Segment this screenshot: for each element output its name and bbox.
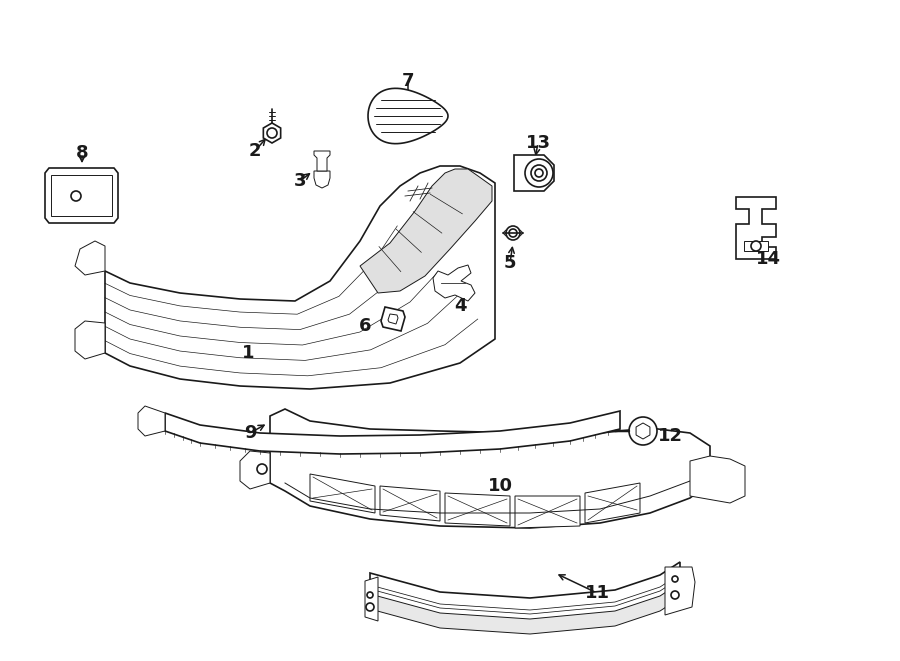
Polygon shape xyxy=(370,583,680,634)
Text: 3: 3 xyxy=(293,172,306,190)
Circle shape xyxy=(531,165,547,181)
Polygon shape xyxy=(433,265,475,301)
Text: 5: 5 xyxy=(504,254,517,272)
Polygon shape xyxy=(138,406,165,436)
Polygon shape xyxy=(365,577,378,621)
Polygon shape xyxy=(360,169,492,293)
Polygon shape xyxy=(51,175,112,216)
Text: 11: 11 xyxy=(584,584,609,602)
Text: 6: 6 xyxy=(359,317,371,335)
Polygon shape xyxy=(445,493,510,526)
Polygon shape xyxy=(270,409,710,528)
Text: 9: 9 xyxy=(244,424,256,442)
Circle shape xyxy=(71,191,81,201)
Polygon shape xyxy=(585,483,640,523)
Polygon shape xyxy=(264,123,281,143)
Polygon shape xyxy=(636,423,650,439)
Text: 4: 4 xyxy=(454,297,466,315)
Polygon shape xyxy=(105,166,495,389)
Text: 1: 1 xyxy=(242,344,254,362)
Circle shape xyxy=(672,576,678,582)
Text: 8: 8 xyxy=(76,144,88,162)
Circle shape xyxy=(367,592,373,598)
Polygon shape xyxy=(165,411,620,454)
Polygon shape xyxy=(514,155,554,191)
Polygon shape xyxy=(45,168,118,223)
Polygon shape xyxy=(75,321,105,359)
Text: 2: 2 xyxy=(248,142,261,160)
Polygon shape xyxy=(736,197,776,259)
Text: 10: 10 xyxy=(488,477,512,495)
Circle shape xyxy=(671,591,679,599)
Polygon shape xyxy=(744,241,768,251)
Circle shape xyxy=(535,169,543,177)
Polygon shape xyxy=(380,486,440,521)
Polygon shape xyxy=(515,496,580,528)
Circle shape xyxy=(366,603,374,611)
Polygon shape xyxy=(310,474,375,513)
Circle shape xyxy=(257,464,267,474)
Circle shape xyxy=(506,226,520,240)
Polygon shape xyxy=(368,89,448,143)
Circle shape xyxy=(267,128,277,138)
Circle shape xyxy=(525,159,553,187)
Circle shape xyxy=(751,241,761,251)
Polygon shape xyxy=(690,456,745,503)
Polygon shape xyxy=(381,307,405,331)
Circle shape xyxy=(509,229,517,237)
Polygon shape xyxy=(370,562,680,629)
Polygon shape xyxy=(314,171,330,188)
Circle shape xyxy=(629,417,657,445)
Text: 7: 7 xyxy=(401,72,414,90)
Polygon shape xyxy=(388,314,398,324)
Polygon shape xyxy=(314,151,330,171)
Text: 14: 14 xyxy=(755,250,780,268)
Polygon shape xyxy=(240,451,270,489)
Text: 12: 12 xyxy=(658,427,682,445)
Text: 13: 13 xyxy=(526,134,551,152)
Polygon shape xyxy=(75,241,105,275)
Polygon shape xyxy=(665,567,695,615)
